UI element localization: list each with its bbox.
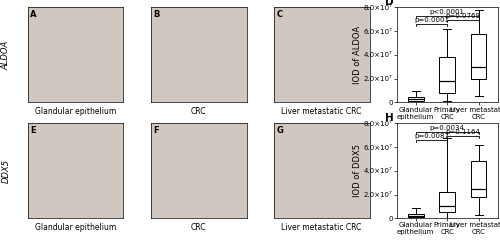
- Text: DDX5: DDX5: [2, 159, 11, 183]
- Text: ALDOA: ALDOA: [2, 40, 11, 69]
- Y-axis label: IOD of ALDOA: IOD of ALDOA: [354, 26, 362, 84]
- Text: F: F: [154, 126, 159, 135]
- Text: p=0.0087: p=0.0087: [414, 133, 449, 139]
- Text: p<0.0001: p<0.0001: [430, 9, 464, 15]
- Text: CRC: CRC: [191, 107, 206, 116]
- PathPatch shape: [408, 214, 424, 217]
- Text: p=0.1164: p=0.1164: [446, 129, 480, 135]
- Y-axis label: IOD of DDX5: IOD of DDX5: [354, 144, 362, 197]
- PathPatch shape: [440, 57, 455, 93]
- PathPatch shape: [440, 192, 455, 212]
- Text: Glandular epithelium: Glandular epithelium: [35, 107, 116, 116]
- Text: CRC: CRC: [191, 223, 206, 232]
- Text: p=0.0001: p=0.0001: [414, 17, 449, 23]
- Text: H: H: [384, 113, 394, 123]
- Text: C: C: [276, 10, 282, 19]
- Text: Liver metastatic CRC: Liver metastatic CRC: [282, 107, 362, 116]
- Text: A: A: [30, 10, 37, 19]
- PathPatch shape: [408, 97, 424, 101]
- Text: G: G: [276, 126, 283, 135]
- PathPatch shape: [471, 161, 486, 197]
- PathPatch shape: [471, 33, 486, 79]
- Text: Glandular epithelium: Glandular epithelium: [35, 223, 116, 232]
- Text: D: D: [384, 0, 394, 7]
- Text: B: B: [154, 10, 160, 19]
- Text: E: E: [30, 126, 36, 135]
- Text: p=0.0034: p=0.0034: [430, 125, 464, 131]
- Text: Liver metastatic CRC: Liver metastatic CRC: [282, 223, 362, 232]
- Text: p=0.0769: p=0.0769: [446, 13, 480, 19]
